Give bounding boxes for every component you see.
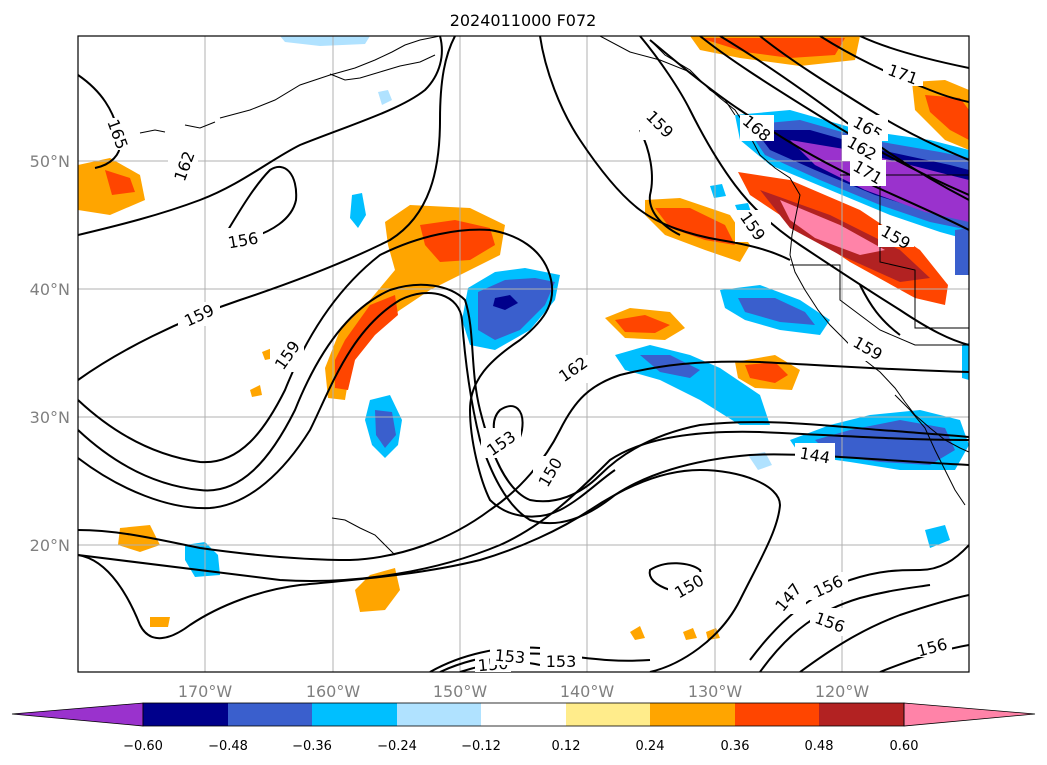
colorbar-segment <box>228 703 312 726</box>
colorbar-tick: 0.48 <box>805 739 834 754</box>
colorbar-tick: 0.24 <box>636 739 665 754</box>
shade-positive-area <box>105 170 135 195</box>
colorbar-extend-high <box>903 702 1036 727</box>
colorbar-segment <box>397 703 481 726</box>
map-panel <box>78 36 969 672</box>
shade-positive-area <box>250 385 262 397</box>
shade-negative-area <box>748 452 772 470</box>
shade-positive-area <box>335 295 398 390</box>
colorbar-tick: −0.48 <box>208 739 248 754</box>
colorbar-tick: 0.12 <box>552 739 581 754</box>
shade-positive-area <box>683 628 697 640</box>
colorbar: −0.60 −0.48 −0.36 −0.24 −0.12 0.12 0.24 … <box>11 702 1036 754</box>
shade-negative-area <box>710 184 726 198</box>
lon-label: 120°W <box>815 682 870 701</box>
colorbar-tick: 0.36 <box>721 739 750 754</box>
colorbar-extend-low <box>11 702 144 727</box>
shade-negative-area <box>925 525 950 548</box>
contour-labels: 165 162 156 159 159 159 159 162 153 150 … <box>102 60 952 675</box>
latitude-labels: 50°N 40°N 30°N 20°N <box>30 152 70 555</box>
colorbar-tick: −0.60 <box>123 739 163 754</box>
colorbar-segment <box>481 703 566 726</box>
shade-negative-area <box>375 410 396 448</box>
shade-negative-area <box>815 420 955 465</box>
shade-negative-area <box>962 343 969 380</box>
lon-label: 150°W <box>433 682 488 701</box>
colorbar-segment <box>650 703 735 726</box>
shade-negative-area <box>280 36 370 46</box>
lat-label: 20°N <box>30 536 70 555</box>
shade-negative-area <box>378 90 392 105</box>
shade-negative-area <box>493 295 518 310</box>
lat-label: 40°N <box>30 280 70 299</box>
colorbar-tick: 0.60 <box>890 739 919 754</box>
shade-positive-area <box>150 617 170 627</box>
shade-negative-area <box>350 193 366 228</box>
lat-label: 30°N <box>30 408 70 427</box>
shade-positive-area <box>745 362 788 383</box>
map-title: 2024011000 F072 <box>450 11 597 30</box>
shade-positive-area <box>780 200 885 255</box>
shade-positive-area <box>615 315 670 333</box>
contour-label: 153 <box>494 646 526 668</box>
shade-positive-area <box>925 95 969 140</box>
longitude-labels: 170°W 160°W 150°W 140°W 130°W 120°W <box>178 682 870 701</box>
contour-label: 153 <box>546 652 577 671</box>
lon-label: 140°W <box>560 682 615 701</box>
lon-label: 160°W <box>306 682 361 701</box>
shade-negative-area <box>640 355 700 378</box>
colorbar-segment <box>143 703 228 726</box>
lon-label: 170°W <box>178 682 233 701</box>
shade-negative-area <box>955 228 969 275</box>
colorbar-tick: −0.24 <box>377 739 417 754</box>
colorbar-segment <box>735 703 819 726</box>
shade-positive-area <box>700 38 845 58</box>
colorbar-tick: −0.12 <box>461 739 501 754</box>
colorbar-segment <box>566 703 650 726</box>
colorbar-segment <box>819 703 904 726</box>
lat-label: 50°N <box>30 152 70 171</box>
map-frame <box>77 35 970 673</box>
colorbar-tick: −0.36 <box>292 739 332 754</box>
shade-positive-area <box>630 626 645 640</box>
colorbar-segment <box>312 703 397 726</box>
shade-negative-area <box>478 278 555 340</box>
shade-negative-area <box>185 542 220 577</box>
shade-negative-area <box>738 298 815 325</box>
lon-label: 130°W <box>688 682 743 701</box>
shade-positive-area <box>706 628 720 640</box>
